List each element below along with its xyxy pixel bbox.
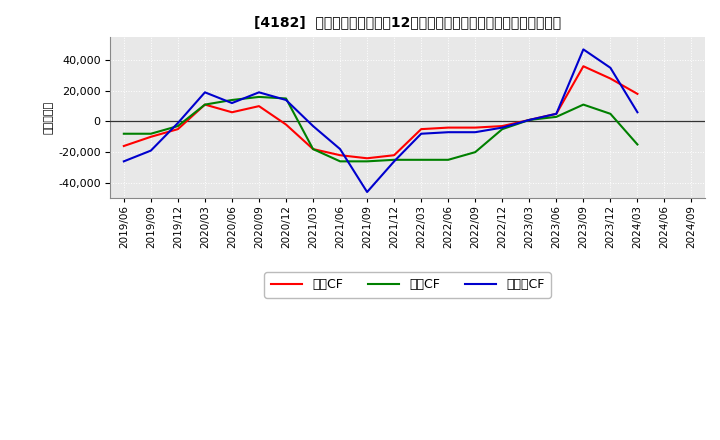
- 投資CF: [174, 124, 182, 129]
- フリーCF: [201, 90, 210, 95]
- 営業CF: [174, 126, 182, 132]
- フリーCF: [606, 65, 615, 70]
- フリーCF: [282, 97, 290, 103]
- 投資CF: [525, 117, 534, 123]
- 営業CF: [228, 110, 236, 115]
- フリーCF: [525, 117, 534, 123]
- Title: [4182]  キャッシュフローの12か月移動合計の対前年同期増減額の推移: [4182] キャッシュフローの12か月移動合計の対前年同期増減額の推移: [254, 15, 561, 29]
- 投資CF: [120, 131, 128, 136]
- 営業CF: [606, 76, 615, 81]
- 営業CF: [444, 125, 453, 130]
- 営業CF: [147, 134, 156, 139]
- 投資CF: [147, 131, 156, 136]
- 投資CF: [228, 97, 236, 103]
- 営業CF: [498, 124, 507, 129]
- フリーCF: [498, 125, 507, 130]
- Line: 投資CF: 投資CF: [124, 97, 637, 161]
- 投資CF: [579, 102, 588, 107]
- 投資CF: [633, 142, 642, 147]
- 投資CF: [471, 150, 480, 155]
- 投資CF: [444, 157, 453, 162]
- 投資CF: [363, 159, 372, 164]
- 営業CF: [579, 64, 588, 69]
- フリーCF: [255, 90, 264, 95]
- 営業CF: [201, 102, 210, 107]
- 営業CF: [255, 103, 264, 109]
- フリーCF: [336, 147, 344, 152]
- 投資CF: [417, 157, 426, 162]
- Legend: 営業CF, 投資CF, フリーCF: 営業CF, 投資CF, フリーCF: [264, 272, 551, 297]
- 営業CF: [525, 117, 534, 123]
- 投資CF: [390, 157, 398, 162]
- 営業CF: [471, 125, 480, 130]
- フリーCF: [444, 129, 453, 135]
- 投資CF: [552, 114, 561, 120]
- 営業CF: [390, 153, 398, 158]
- Y-axis label: （百万円）: （百万円）: [44, 101, 54, 134]
- フリーCF: [552, 111, 561, 117]
- 営業CF: [363, 156, 372, 161]
- 投資CF: [309, 147, 318, 152]
- フリーCF: [228, 100, 236, 106]
- フリーCF: [579, 47, 588, 52]
- 営業CF: [417, 126, 426, 132]
- フリーCF: [390, 159, 398, 164]
- 営業CF: [336, 153, 344, 158]
- 投資CF: [255, 94, 264, 99]
- 営業CF: [552, 111, 561, 117]
- 営業CF: [120, 143, 128, 149]
- 営業CF: [309, 147, 318, 152]
- 投資CF: [282, 96, 290, 101]
- 営業CF: [282, 122, 290, 127]
- 投資CF: [498, 126, 507, 132]
- フリーCF: [147, 148, 156, 153]
- フリーCF: [174, 121, 182, 126]
- 投資CF: [606, 111, 615, 117]
- フリーCF: [309, 124, 318, 129]
- 投資CF: [336, 159, 344, 164]
- フリーCF: [633, 110, 642, 115]
- フリーCF: [417, 131, 426, 136]
- フリーCF: [363, 189, 372, 194]
- 営業CF: [633, 91, 642, 96]
- Line: 営業CF: 営業CF: [124, 66, 637, 158]
- フリーCF: [471, 129, 480, 135]
- Line: フリーCF: フリーCF: [124, 49, 637, 192]
- フリーCF: [120, 159, 128, 164]
- 投資CF: [201, 102, 210, 107]
